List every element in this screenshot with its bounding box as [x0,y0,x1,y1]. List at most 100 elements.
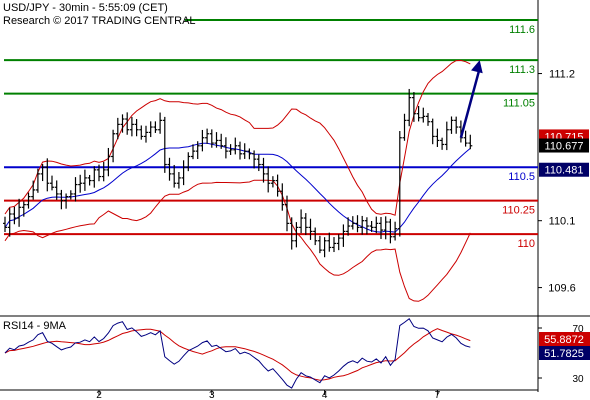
rsi-line [4,317,471,389]
level-label-111.3: 111.3 [509,64,535,76]
value-tag-last_price [539,138,589,153]
price-bar [341,224,346,247]
price-bar [40,164,45,182]
price-bar [68,190,73,200]
price-axis-label: 111.2 [549,69,575,81]
price-bar [256,154,261,172]
price-bar [369,220,374,232]
price-bar [379,216,383,239]
price-bar [73,177,78,202]
price-bar [430,118,435,145]
price-bar [468,134,473,150]
price-bar [449,116,454,134]
price-bar [266,166,271,193]
price-bar [134,119,139,137]
chart-title: USD/JPY - 30min - 5:55:09 (CET) [3,2,168,14]
price-bar [31,180,36,200]
price-bar [407,88,412,127]
price-bar [228,144,233,155]
price-bar [21,201,26,217]
price-bar [97,164,101,182]
price-bar [219,133,224,149]
time-axis-label: 7 [435,390,441,400]
price-bar [317,235,322,254]
price-bar [364,217,369,235]
rsi-value-tag-rsi_ma [539,332,590,346]
price-bar [416,105,421,122]
time-axis-label: 4 [322,390,328,400]
price-bar [252,150,257,169]
price-bar [148,121,153,138]
price-bar [270,176,275,188]
time-axis-label: 3 [209,390,215,400]
level-label-111.6: 111.6 [509,24,535,36]
price-bar [82,169,87,191]
price-bar [172,164,177,188]
price-bar [440,137,445,150]
level-label-111.05: 111.05 [503,98,535,110]
price-bar [12,206,17,225]
price-bar [397,131,402,237]
rsi-axis-label: 70 [572,324,584,335]
price-bar [233,137,238,155]
price-bar [421,107,426,123]
price-bar [35,168,40,193]
price-bar [223,137,228,159]
price-bar [402,113,407,141]
price-bar [261,157,266,183]
price-bar [120,114,125,133]
price-bar [247,148,252,160]
price-bar [303,213,308,236]
rsi-ma-line [4,328,471,381]
price-bar [280,183,285,211]
price-bar [111,129,116,163]
bollinger-upper-line [4,59,471,216]
rsi-value-tag-label-rsi: 51.7825 [544,348,584,360]
price-bar [129,116,134,137]
price-bar [3,216,7,233]
price-bar [444,121,449,151]
price-bar [101,161,106,182]
price-bar [435,128,440,147]
price-bar [285,195,289,232]
price-bar [191,144,195,160]
price-bar [158,112,163,134]
price-bar [162,116,167,173]
rsi-value-tag-label-rsi_ma: 55.8872 [544,334,584,346]
price-bar [186,152,191,172]
price-bar [45,158,50,192]
price-bar [346,217,351,236]
price-axis-label: 109.6 [548,283,576,295]
price-bar [92,166,97,188]
price-bar [106,147,111,177]
forecast-arrow-shaft [459,67,481,139]
level-label-110: 110 [517,238,535,250]
rsi-axis-label: 30 [572,374,584,385]
level-label-110.5: 110.5 [508,171,535,183]
price-bar [350,216,355,230]
price-bar [308,218,313,240]
price-bar [289,217,294,250]
time-axis-label: 2 [96,390,102,400]
rsi-title: RSI14 - 9MA [3,320,66,332]
price-bar [393,221,398,241]
price-bar [294,222,299,248]
price-bar [411,92,416,122]
price-bar [176,172,181,189]
price-bar [238,141,242,160]
price-bar [355,215,360,233]
price-bar [299,209,304,234]
rsi-value-tag-rsi [539,346,590,360]
forecast-arrow-head [471,60,483,74]
price-bar [195,141,200,160]
price-bar [336,234,341,251]
bollinger-lower-line [4,179,471,302]
value-tag-label-moving_average: 110.481 [545,165,584,177]
price-bar [214,132,219,148]
price-bar [388,218,393,244]
price-bar [426,113,430,126]
price-bar [144,125,148,143]
moving-average-line [4,142,471,233]
